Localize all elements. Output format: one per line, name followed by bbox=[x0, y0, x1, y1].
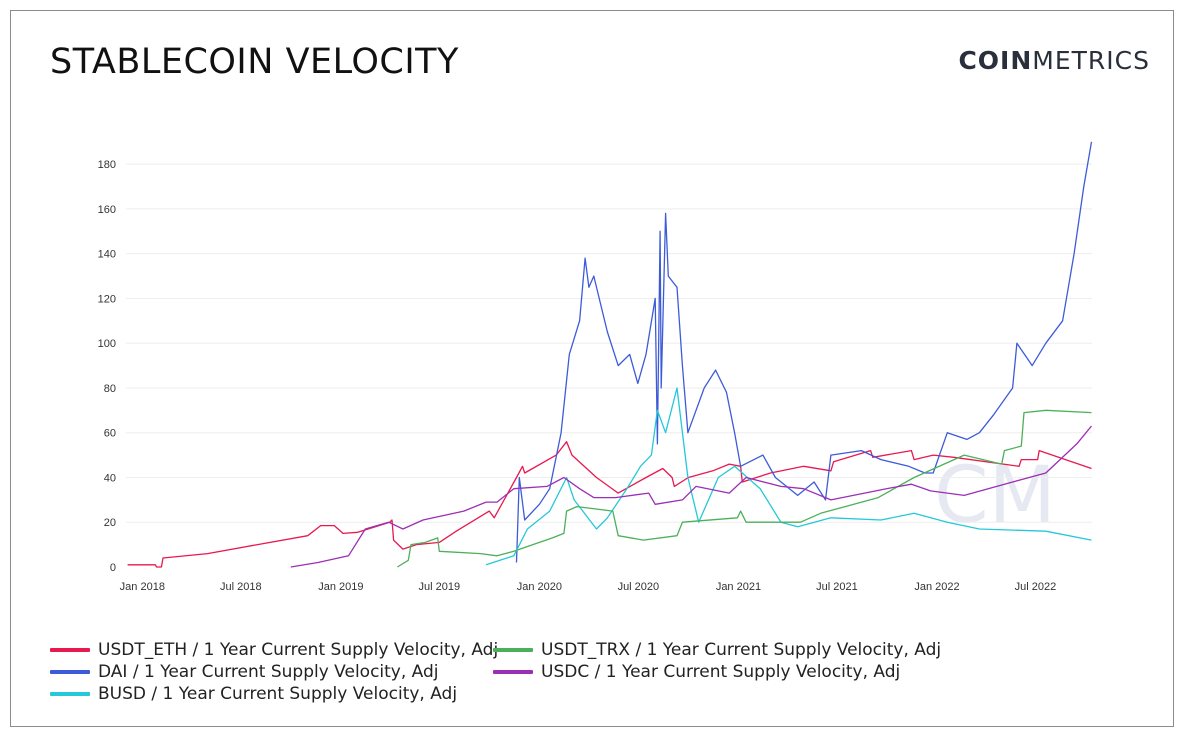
y-tick-label: 20 bbox=[104, 517, 116, 529]
legend-label: USDT_ETH / 1 Year Current Supply Velocit… bbox=[98, 640, 499, 660]
series-line-usdt-eth bbox=[127, 441, 1092, 568]
x-tick-label: Jul 2022 bbox=[1015, 581, 1057, 593]
y-tick-label: 80 bbox=[104, 383, 116, 395]
y-tick-label: 140 bbox=[98, 249, 116, 261]
x-tick-label: Jul 2021 bbox=[816, 581, 858, 593]
legend-swatch bbox=[50, 648, 90, 652]
legend-swatch bbox=[493, 670, 533, 674]
y-tick-label: 120 bbox=[98, 293, 116, 305]
x-tick-label: Jan 2020 bbox=[517, 581, 562, 593]
y-tick-label: 100 bbox=[98, 338, 116, 350]
cm-watermark: CM bbox=[934, 451, 1056, 541]
chart-title: STABLECOIN VELOCITY bbox=[50, 42, 459, 82]
legend-item[interactable]: USDT_TRX / 1 Year Current Supply Velocit… bbox=[493, 640, 941, 660]
x-tick-label: Jul 2019 bbox=[419, 581, 461, 593]
coinmetrics-logo: COINMETRICS bbox=[958, 46, 1150, 75]
legend-swatch bbox=[50, 670, 90, 674]
x-tick-label: Jul 2018 bbox=[220, 581, 262, 593]
legend-item[interactable]: USDC / 1 Year Current Supply Velocity, A… bbox=[493, 662, 900, 682]
y-tick-label: 0 bbox=[110, 562, 116, 574]
series-line-usdt-trx bbox=[397, 409, 1092, 568]
x-tick-label: Jan 2019 bbox=[318, 581, 363, 593]
legend-item[interactable]: BUSD / 1 Year Current Supply Velocity, A… bbox=[50, 684, 457, 704]
x-tick-label: Jul 2020 bbox=[618, 581, 660, 593]
legend-item[interactable]: USDT_ETH / 1 Year Current Supply Velocit… bbox=[50, 640, 498, 660]
legend-swatch bbox=[493, 648, 533, 652]
legend-label: BUSD / 1 Year Current Supply Velocity, A… bbox=[98, 684, 458, 704]
logo-bold: COIN bbox=[958, 46, 1033, 75]
legend-label: DAI / 1 Year Current Supply Velocity, Ad… bbox=[98, 662, 439, 682]
y-tick-label: 40 bbox=[104, 472, 116, 484]
legend-label: USDT_TRX / 1 Year Current Supply Velocit… bbox=[541, 640, 942, 660]
series-line-dai bbox=[515, 141, 1093, 563]
y-tick-label: 180 bbox=[98, 159, 116, 171]
series-line-usdc bbox=[290, 425, 1093, 568]
chart-frame bbox=[10, 10, 1174, 727]
y-tick-label: 60 bbox=[104, 428, 116, 440]
x-tick-label: Jan 2021 bbox=[716, 581, 761, 593]
x-tick-label: Jan 2022 bbox=[914, 581, 959, 593]
x-tick-label: Jan 2018 bbox=[120, 581, 165, 593]
series-line-busd bbox=[485, 387, 1092, 566]
legend-swatch bbox=[50, 692, 90, 696]
y-tick-label: 160 bbox=[98, 204, 116, 216]
legend-item[interactable]: DAI / 1 Year Current Supply Velocity, Ad… bbox=[50, 662, 439, 682]
legend-label: USDC / 1 Year Current Supply Velocity, A… bbox=[541, 662, 901, 682]
logo-light: METRICS bbox=[1032, 46, 1150, 75]
